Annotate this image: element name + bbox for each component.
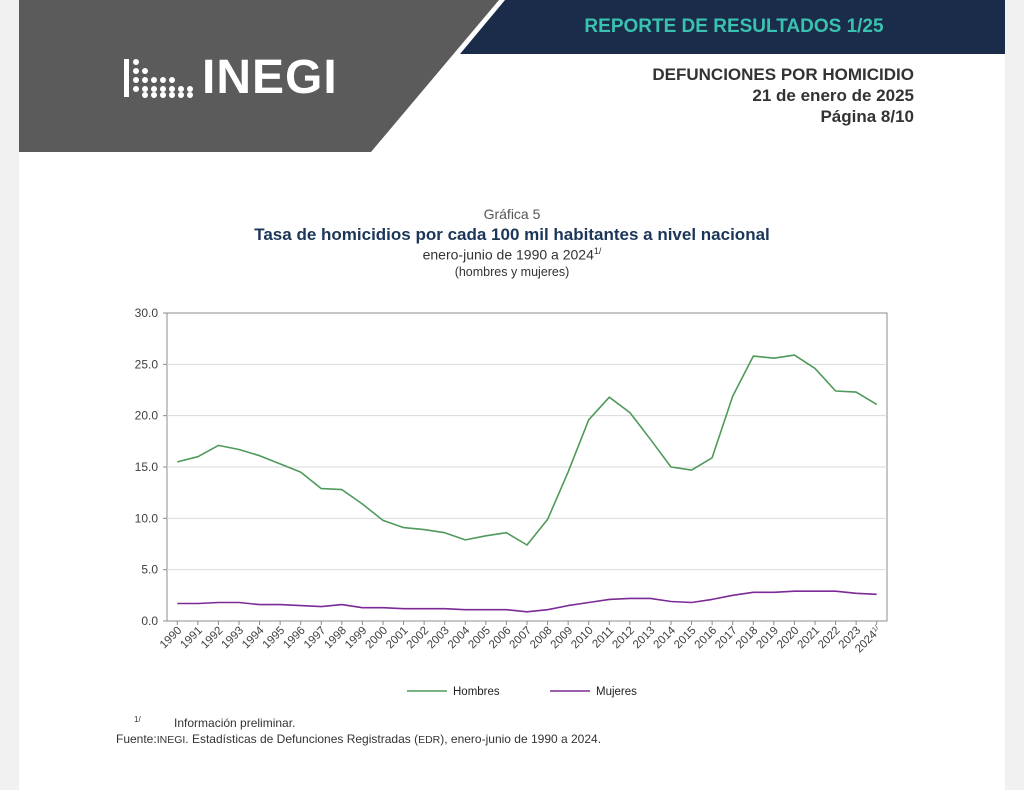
y-tick-label: 10.0	[135, 511, 159, 525]
y-tick-label: 15.0	[135, 460, 159, 474]
x-tick-label: 2003	[425, 625, 452, 652]
x-tick-label: 2015	[672, 625, 699, 652]
x-tick-label: 1996	[281, 625, 308, 652]
x-tick-label: 2002	[405, 625, 432, 652]
header-navy-band	[460, 0, 1005, 54]
chart-subtitle-text: enero-junio de 1990 a 2024	[422, 246, 594, 263]
x-tick-label: 2009	[549, 625, 576, 652]
chart-subtitle-2: (hombres y mujeres)	[454, 265, 570, 279]
source-org: INEGI	[156, 734, 186, 746]
inegi-logo-text: INEGI	[202, 51, 338, 104]
series-line-hombres	[177, 354, 878, 546]
chart-notes: 1/ Información preliminar. Fuente:INEGI.…	[116, 712, 601, 748]
report-page: INEGI REPORTE DE RESULTADOS 1/25 DEFUNCI…	[19, 0, 1005, 790]
footnote-mark: 1/	[134, 715, 141, 724]
x-tick-label: 2014	[652, 624, 679, 651]
x-tick-label: 2013	[631, 625, 658, 652]
inegi-logo-mark	[124, 59, 193, 98]
x-tick-label: 2001	[384, 625, 411, 652]
source-note: Fuente:INEGI. Estadísticas de Defuncione…	[116, 731, 601, 748]
x-tick-label: 2019	[754, 625, 781, 652]
x-tick-label: 1990	[158, 625, 185, 652]
x-tick-label: 1991	[178, 625, 205, 652]
x-tick-label: 2005	[466, 625, 493, 652]
source-abbr: EDR	[418, 734, 441, 746]
x-tick-label: 2020	[775, 625, 802, 652]
chart-label: Gráfica 5	[483, 206, 541, 222]
document-meta: DEFUNCIONES POR HOMICIDIO 21 de enero de…	[652, 64, 914, 127]
y-tick-label: 30.0	[135, 306, 159, 320]
legend-label-hombres: Hombres	[453, 686, 500, 698]
x-tick-label: 2012	[610, 625, 637, 652]
x-tick-label: 2022	[816, 625, 843, 652]
chart-title: Tasa de homicidios por cada 100 mil habi…	[254, 225, 770, 244]
y-tick-label: 20.0	[135, 409, 159, 423]
x-tick-note: 1/	[871, 625, 880, 634]
x-tick-label: 1998	[322, 625, 349, 652]
x-tick-label: 2008	[528, 625, 555, 652]
header-band	[19, 0, 1005, 152]
series-line-mujeres	[177, 590, 877, 613]
source-text: . Estadísticas de Defunciones Registrada…	[185, 732, 419, 746]
footnote: 1/ Información preliminar.	[134, 712, 601, 731]
x-tick-label: 1995	[261, 625, 288, 652]
y-tick-label: 25.0	[135, 357, 159, 371]
legend-label-mujeres: Mujeres	[596, 686, 637, 698]
x-tick-label: 1997	[302, 625, 329, 652]
x-tick-label: 2011	[590, 625, 616, 651]
x-tick-label: 2006	[487, 625, 514, 652]
x-tick-label: 1994	[240, 624, 267, 651]
x-tick-label: 2010	[569, 625, 596, 652]
header-dark-band	[19, 0, 499, 152]
chart-subtitle-note: 1/	[593, 246, 602, 256]
report-title: REPORTE DE RESULTADOS 1/25	[584, 16, 884, 37]
page-indicator: Página 8/10	[820, 107, 914, 126]
chart-subtitle: enero-junio de 1990 a 20241/	[19, 246, 1005, 263]
x-tick-label: 1999	[343, 625, 370, 652]
x-tick-label: 1993	[220, 625, 247, 652]
x-tick-label: 2016	[693, 625, 720, 652]
footnote-text: Información preliminar.	[174, 716, 296, 730]
source-text-end: ), enero-junio de 1990 a 2024.	[440, 732, 602, 746]
x-tick-label: 2017	[713, 625, 740, 652]
y-tick-label: 0.0	[141, 614, 158, 628]
document-title: DEFUNCIONES POR HOMICIDIO	[652, 65, 914, 84]
inegi-logo: INEGI	[124, 51, 338, 104]
x-tick-label: 2007	[508, 625, 535, 652]
y-tick-label: 5.0	[141, 563, 158, 577]
document-date: 21 de enero de 2025	[752, 86, 914, 105]
line-chart: 0.05.010.015.020.025.030.0 1990199119921…	[135, 306, 888, 698]
x-tick-label: 2018	[734, 625, 761, 652]
x-tick-label: 2004	[446, 624, 473, 651]
x-tick-label: 2000	[364, 625, 391, 652]
x-tick-label: 2021	[796, 625, 823, 652]
source-label: Fuente:	[116, 732, 157, 746]
x-tick-label: 1992	[199, 625, 226, 652]
